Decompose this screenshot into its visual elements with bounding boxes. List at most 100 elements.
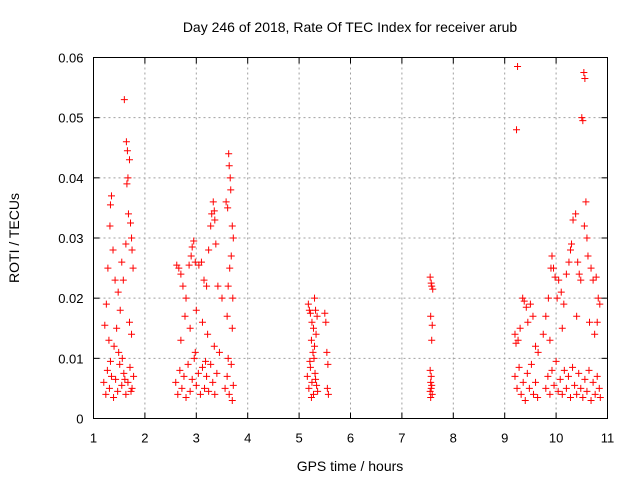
y-tick-label: 0.06	[58, 51, 83, 66]
data-point	[228, 222, 236, 230]
data-point	[585, 366, 593, 374]
data-point	[307, 393, 315, 401]
data-point	[525, 384, 533, 392]
data-point	[594, 294, 602, 302]
data-point	[226, 174, 234, 182]
data-point	[558, 390, 566, 398]
data-point	[207, 222, 215, 230]
data-point	[122, 240, 130, 248]
data-point	[205, 387, 213, 395]
data-point	[580, 222, 588, 230]
data-point	[323, 348, 331, 356]
data-point	[114, 288, 122, 296]
data-point	[306, 309, 314, 317]
data-point	[568, 240, 576, 248]
data-point	[198, 363, 206, 371]
data-point	[126, 363, 134, 371]
data-point	[124, 378, 132, 386]
data-point	[511, 330, 519, 338]
data-point	[120, 369, 128, 377]
data-point	[511, 372, 519, 380]
data-point	[428, 321, 436, 329]
data-point	[306, 363, 314, 371]
data-point	[515, 363, 523, 371]
x-tick-label: 6	[347, 431, 354, 446]
data-point	[516, 324, 524, 332]
data-point	[192, 381, 200, 389]
data-points	[100, 63, 604, 404]
data-point	[305, 306, 313, 314]
data-point	[105, 384, 113, 392]
data-point	[546, 336, 554, 344]
data-point	[224, 204, 232, 212]
data-point	[555, 276, 563, 284]
data-point	[571, 381, 579, 389]
data-point	[124, 210, 132, 218]
data-point	[542, 384, 550, 392]
data-point	[313, 312, 321, 320]
data-point	[129, 264, 137, 272]
data-point	[174, 390, 182, 398]
data-point	[225, 150, 233, 158]
data-point	[223, 312, 231, 320]
y-tick-label: 0.03	[58, 231, 83, 246]
data-point	[596, 393, 604, 401]
data-point	[226, 264, 234, 272]
data-point	[190, 354, 198, 362]
x-axis-label: GPS time / hours	[297, 458, 404, 474]
data-point	[427, 372, 435, 380]
data-point	[124, 174, 132, 182]
data-point	[106, 222, 114, 230]
data-point	[304, 300, 312, 308]
data-point	[200, 276, 208, 284]
data-point	[100, 378, 108, 386]
x-tick-label: 8	[450, 431, 457, 446]
data-point	[427, 279, 435, 287]
data-point	[222, 198, 230, 206]
data-point	[112, 375, 120, 383]
data-point	[548, 252, 556, 260]
data-point	[513, 126, 521, 134]
data-point	[207, 360, 215, 368]
data-point	[572, 210, 580, 218]
data-point	[520, 297, 528, 305]
data-point	[308, 378, 316, 386]
data-point	[102, 300, 110, 308]
data-point	[229, 234, 237, 242]
data-point	[228, 324, 236, 332]
data-point	[532, 378, 540, 386]
x-tick-label: 5	[295, 431, 302, 446]
data-point	[591, 390, 599, 398]
data-point	[111, 276, 119, 284]
data-point	[569, 216, 577, 224]
data-point	[428, 390, 436, 398]
data-point	[118, 354, 126, 362]
data-point	[303, 372, 311, 380]
data-point	[544, 372, 552, 380]
data-point	[180, 372, 188, 380]
data-point	[560, 300, 568, 308]
data-point	[121, 375, 129, 383]
x-tick-label: 10	[549, 431, 563, 446]
data-point	[591, 330, 599, 338]
x-tick-label: 9	[501, 431, 508, 446]
y-tick-label: 0.01	[58, 351, 83, 366]
data-point	[107, 372, 115, 380]
data-point	[593, 372, 601, 380]
data-point	[182, 294, 190, 302]
data-point	[224, 354, 232, 362]
data-point	[224, 282, 232, 290]
data-point	[527, 360, 535, 368]
data-point	[110, 342, 118, 350]
data-point	[120, 96, 128, 104]
data-point	[427, 384, 435, 392]
data-point	[228, 396, 236, 404]
data-point	[106, 201, 114, 209]
data-point	[110, 393, 118, 401]
data-point	[184, 360, 192, 368]
x-tick-label: 4	[244, 431, 251, 446]
data-point	[550, 381, 558, 389]
data-point	[546, 390, 554, 398]
data-point	[225, 390, 233, 398]
data-point	[127, 387, 135, 395]
